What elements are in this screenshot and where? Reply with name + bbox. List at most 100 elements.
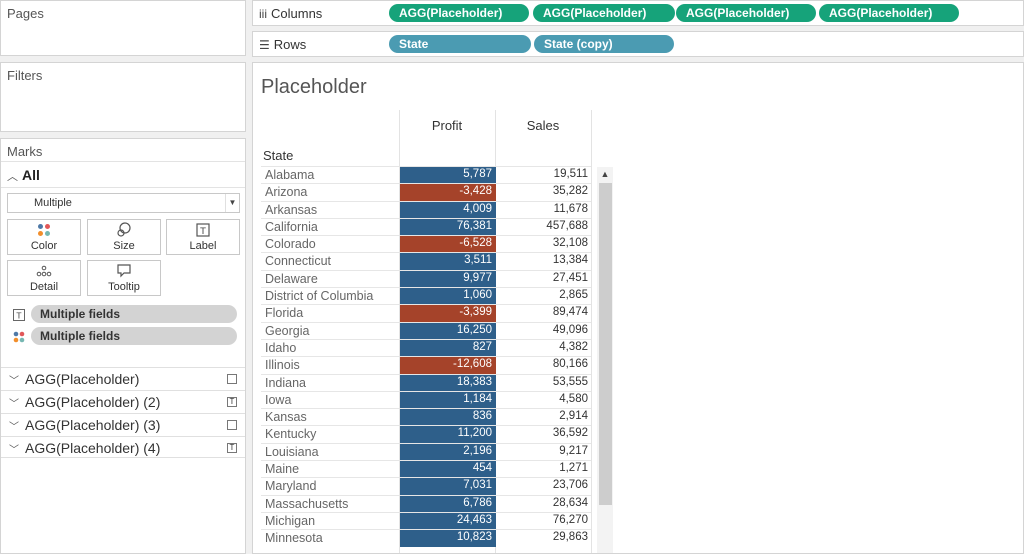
marks-card: Marks ︿ All Multiple ▼ Color Size T Label…: [0, 138, 246, 554]
sales-cell: 89,474: [552, 306, 588, 319]
table-row[interactable]: Illinois -12,608 80,166: [261, 356, 591, 375]
table-row[interactable]: Arizona -3,428 35,282: [261, 183, 591, 202]
sales-cell: 29,863: [552, 531, 588, 544]
profit-cell: 4,009: [400, 201, 496, 219]
detail-icon: [8, 263, 80, 281]
mark-type-dropdown[interactable]: Multiple ▼: [7, 193, 240, 213]
column-pill-4[interactable]: AGG(Placeholder): [819, 4, 959, 22]
sales-cell: 11,678: [553, 202, 588, 215]
vertical-scrollbar[interactable]: ▲: [597, 167, 613, 553]
state-cell: Illinois: [265, 358, 300, 373]
color-field-icon: [13, 330, 25, 343]
table-row[interactable]: Delaware 9,977 27,451: [261, 269, 591, 288]
size-button[interactable]: Size: [87, 219, 161, 255]
row-pill-2[interactable]: State (copy): [534, 35, 674, 53]
column-pill-3[interactable]: AGG(Placeholder): [676, 4, 816, 22]
rows-shelf[interactable]: ☰ Rows State State (copy): [252, 31, 1024, 57]
divider: [591, 110, 592, 553]
sales-cell: 457,688: [546, 219, 588, 232]
profit-cell: 9,977: [400, 270, 496, 288]
profit-cell: 827: [400, 339, 496, 357]
scroll-up-icon[interactable]: ▲: [600, 169, 610, 179]
row-header-state[interactable]: State: [263, 148, 294, 163]
rows-icon: ☰: [259, 38, 270, 52]
state-cell: Connecticut: [265, 254, 332, 269]
sales-cell: 28,634: [552, 496, 588, 509]
color-field-pill[interactable]: Multiple fields: [31, 327, 237, 345]
table-row[interactable]: Maine 454 1,271: [261, 460, 591, 479]
agg-card-4[interactable]: ﹀ AGG(Placeholder) (4) T: [1, 436, 245, 458]
column-header-sales[interactable]: Sales: [526, 118, 560, 133]
table-row[interactable]: Louisiana 2,196 9,217: [261, 442, 591, 461]
table-row[interactable]: Kansas 836 2,914: [261, 408, 591, 427]
marks-all-toggle[interactable]: ︿ All: [7, 167, 40, 184]
divider: [1, 187, 245, 188]
table-row[interactable]: Arkansas 4,009 11,678: [261, 200, 591, 219]
state-cell: Florida: [265, 306, 304, 321]
column-header-profit[interactable]: Profit: [431, 118, 463, 133]
label-button[interactable]: T Label: [166, 219, 240, 255]
sales-cell: 36,592: [552, 427, 588, 440]
agg-card-1[interactable]: ﹀ AGG(Placeholder): [1, 367, 245, 389]
divider: [399, 110, 400, 553]
table-row[interactable]: Alabama 5,787 19,511: [261, 166, 591, 184]
table-row[interactable]: Indiana 18,383 53,555: [261, 373, 591, 392]
columns-icon: iii: [259, 7, 267, 21]
table-row[interactable]: Massachusetts 6,786 28,634: [261, 494, 591, 513]
tooltip-button[interactable]: Tooltip: [87, 260, 161, 296]
column-pill-2[interactable]: AGG(Placeholder): [533, 4, 675, 22]
column-pill-1[interactable]: AGG(Placeholder): [389, 4, 529, 22]
sales-cell: 53,555: [552, 375, 588, 388]
state-cell: Colorado: [265, 237, 316, 252]
sales-cell: 2,865: [559, 289, 588, 302]
profit-cell: 454: [400, 461, 496, 479]
profit-cell: 11,200: [400, 426, 496, 444]
row-pill-1[interactable]: State: [389, 35, 531, 53]
tooltip-label: Tooltip: [108, 281, 140, 293]
table-row[interactable]: Maryland 7,031 23,706: [261, 477, 591, 496]
view-area: Placeholder Profit Sales State Alabama 5,…: [252, 62, 1024, 554]
table-row[interactable]: Michigan 24,463 76,270: [261, 511, 591, 530]
table-row[interactable]: Iowa 1,184 4,580: [261, 390, 591, 409]
marks-title: Marks: [7, 144, 43, 159]
profit-cell: 1,060: [400, 288, 496, 306]
state-cell: Minnesota: [265, 531, 323, 546]
table-row[interactable]: Colorado -6,528 32,108: [261, 235, 591, 254]
state-cell: District of Columbia: [265, 289, 374, 304]
table-row[interactable]: Florida -3,399 89,474: [261, 304, 591, 323]
divider: [1, 161, 245, 162]
state-cell: Arkansas: [265, 202, 318, 217]
square-mark-icon: [227, 420, 237, 430]
columns-shelf[interactable]: iii Columns AGG(Placeholder) AGG(Placehol…: [252, 0, 1024, 26]
table-row[interactable]: California 76,381 457,688: [261, 217, 591, 236]
detail-button[interactable]: Detail: [7, 260, 81, 296]
agg-card-2[interactable]: ﹀ AGG(Placeholder) (2) T: [1, 390, 245, 412]
agg-card-label: AGG(Placeholder) (2): [25, 394, 161, 410]
profit-cell: 3,511: [400, 253, 496, 271]
state-cell: Maine: [265, 462, 300, 477]
table-row[interactable]: Idaho 827 4,382: [261, 338, 591, 357]
label-field-pill[interactable]: Multiple fields: [31, 305, 237, 323]
rows-label: Rows: [273, 37, 307, 52]
table-row[interactable]: Kentucky 11,200 36,592: [261, 425, 591, 444]
table-row[interactable]: District of Columbia 1,060 2,865: [261, 287, 591, 306]
sales-cell: 49,096: [552, 323, 588, 336]
table-row[interactable]: Connecticut 3,511 13,384: [261, 252, 591, 271]
text-mark-icon: T: [227, 443, 237, 453]
agg-card-3[interactable]: ﹀ AGG(Placeholder) (3): [1, 413, 245, 435]
columns-label: Columns: [271, 6, 323, 21]
color-button[interactable]: Color: [7, 219, 81, 255]
svg-text:T: T: [199, 227, 206, 237]
tooltip-icon: [88, 263, 160, 281]
state-cell: Indiana: [265, 375, 307, 390]
profit-cell: 1,184: [400, 391, 496, 409]
profit-cell: 10,823: [400, 530, 496, 548]
sales-cell: 27,451: [552, 271, 588, 284]
scroll-thumb[interactable]: [599, 183, 612, 505]
sales-cell: 2,914: [559, 410, 588, 423]
state-cell: California: [265, 219, 318, 234]
profit-cell: -3,428: [400, 184, 496, 202]
table-row[interactable]: Minnesota 10,823 29,863: [261, 529, 591, 548]
profit-cell: 7,031: [400, 478, 496, 496]
table-row[interactable]: Georgia 16,250 49,096: [261, 321, 591, 340]
